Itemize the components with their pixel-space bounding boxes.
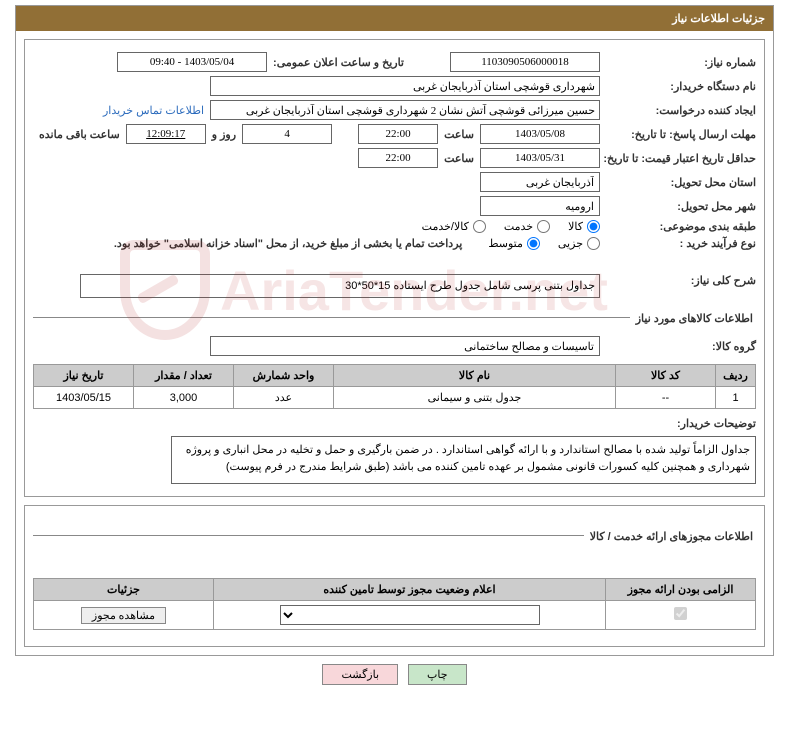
license-table: الزامی بودن ارائه مجوز اعلام وضعیت مجوز …	[33, 578, 756, 630]
td-date: 1403/05/15	[34, 387, 134, 409]
lbl-buyer-org: نام دستگاه خریدار:	[606, 80, 756, 93]
th-name: نام کالا	[334, 365, 616, 387]
lbl-validity: حداقل تاریخ اعتبار قیمت: تا تاریخ:	[606, 152, 756, 165]
lbl-announce-dt: تاریخ و ساعت اعلان عمومی:	[273, 56, 404, 69]
buyer-org-field	[210, 76, 600, 96]
panel-header: جزئیات اطلاعات نیاز	[16, 6, 773, 31]
buyer-contact-link[interactable]: اطلاعات تماس خریدار	[103, 104, 204, 117]
td-name: جدول بتنی و سیمانی	[334, 387, 616, 409]
province-field	[480, 172, 600, 192]
city-field	[480, 196, 600, 216]
row-buyer-notes: توضیحات خریدار: جداول الزاماً تولید شده …	[33, 417, 756, 484]
lbl-remaining: ساعت باقی مانده	[39, 128, 120, 141]
view-license-button[interactable]: مشاهده مجوز	[81, 607, 166, 624]
lbl-deadline: مهلت ارسال پاسخ: تا تاریخ:	[606, 128, 756, 141]
license-row: مشاهده مجوز	[34, 601, 756, 630]
row-desc: شرح کلی نیاز: جداول بتنی پرسی شامل جدول …	[33, 274, 756, 298]
validity-date-field	[480, 148, 600, 168]
details-box: شماره نیاز: تاریخ و ساعت اعلان عمومی: نا…	[24, 39, 765, 497]
reply-date-field	[480, 124, 600, 144]
lbl-license-info: اطلاعات مجوزهای ارائه خدمت / کالا	[590, 530, 756, 543]
lbl-days-and: روز و	[212, 128, 236, 141]
validity-time-field	[358, 148, 438, 168]
td-status	[214, 601, 606, 630]
td-code: --	[616, 387, 716, 409]
buyer-notes-field: جداول الزاماً تولید شده با مصالح استاندا…	[171, 436, 756, 484]
th-date: تاریخ نیاز	[34, 365, 134, 387]
goods-table-wrap: ردیف کد کالا نام کالا واحد شمارش تعداد /…	[33, 364, 756, 409]
lbl-general-desc: شرح کلی نیاز:	[606, 274, 756, 287]
button-row: چاپ بازگشت	[0, 664, 789, 685]
radio-medium[interactable]	[527, 237, 540, 250]
td-unit: عدد	[234, 387, 334, 409]
lbl-buyer-notes: توضیحات خریدار:	[606, 417, 756, 430]
lbl-goods-group: گروه کالا:	[606, 340, 756, 353]
lbl-request-no: شماره نیاز:	[606, 56, 756, 69]
lbl-hour-1: ساعت	[444, 128, 474, 141]
lbl-city: شهر محل تحویل:	[606, 200, 756, 213]
goods-table: ردیف کد کالا نام کالا واحد شمارش تعداد /…	[33, 364, 756, 409]
th-unit: واحد شمارش	[234, 365, 334, 387]
row-process: نوع فرآیند خرید : جزیی متوسط پرداخت تمام…	[33, 237, 756, 250]
section-goods-info: اطلاعات کالاهای مورد نیاز	[33, 306, 756, 328]
section-license: اطلاعات مجوزهای ارائه خدمت / کالا	[33, 524, 756, 546]
lbl-process: نوع فرآیند خرید :	[606, 237, 756, 250]
lbl-goods-info: اطلاعات کالاهای مورد نیاز	[636, 312, 756, 325]
request-no-field	[450, 52, 600, 72]
row-creator: ایجاد کننده درخواست: اطلاعات تماس خریدار	[33, 100, 756, 120]
radio-goods[interactable]	[587, 220, 600, 233]
row-goods-group: گروه کالا:	[33, 336, 756, 356]
print-button[interactable]: چاپ	[408, 664, 467, 685]
row-subject: طبقه بندی موضوعی: کالا خدمت کالا/خدمت	[33, 220, 756, 233]
general-desc-field: جداول بتنی پرسی شامل جدول طرح ایستاده 15…	[80, 274, 600, 298]
status-select[interactable]	[280, 605, 540, 625]
th-status: اعلام وضعیت مجوز توسط تامین کننده	[214, 579, 606, 601]
row-city: شهر محل تحویل:	[33, 196, 756, 216]
countdown-field	[126, 124, 206, 144]
lbl-province: استان محل تحویل:	[606, 176, 756, 189]
th-details: جزئیات	[34, 579, 214, 601]
td-row: 1	[716, 387, 756, 409]
lbl-radio-goods: کالا	[568, 220, 583, 233]
th-mandatory: الزامی بودن ارائه مجوز	[606, 579, 756, 601]
td-details: مشاهده مجوز	[34, 601, 214, 630]
treasury-note: پرداخت تمام یا بخشی از مبلغ خرید، از محل…	[114, 237, 462, 250]
goods-group-field	[210, 336, 600, 356]
lbl-radio-gs: کالا/خدمت	[422, 220, 469, 233]
radio-goods-service[interactable]	[473, 220, 486, 233]
th-code: کد کالا	[616, 365, 716, 387]
announce-dt-field	[117, 52, 267, 72]
lbl-hour-2: ساعت	[444, 152, 474, 165]
reply-time-field	[358, 124, 438, 144]
radio-service[interactable]	[537, 220, 550, 233]
main-box: جزئیات اطلاعات نیاز شماره نیاز: تاریخ و …	[15, 5, 774, 656]
row-province: استان محل تحویل:	[33, 172, 756, 192]
lbl-radio-medium: متوسط	[488, 237, 523, 250]
back-button[interactable]: بازگشت	[322, 664, 398, 685]
lbl-radio-service: خدمت	[504, 220, 533, 233]
row-buyer-org: نام دستگاه خریدار:	[33, 76, 756, 96]
creator-field	[210, 100, 600, 120]
table-row: 1 -- جدول بتنی و سیمانی عدد 3,000 1403/0…	[34, 387, 756, 409]
row-request-no: شماره نیاز: تاریخ و ساعت اعلان عمومی:	[33, 52, 756, 72]
radio-partial[interactable]	[587, 237, 600, 250]
lbl-subject-class: طبقه بندی موضوعی:	[606, 220, 756, 233]
lbl-creator: ایجاد کننده درخواست:	[606, 104, 756, 117]
th-qty: تعداد / مقدار	[134, 365, 234, 387]
th-row: ردیف	[716, 365, 756, 387]
lbl-radio-partial: جزیی	[558, 237, 583, 250]
days-remain-field	[242, 124, 332, 144]
row-deadline: مهلت ارسال پاسخ: تا تاریخ: ساعت روز و سا…	[33, 124, 756, 144]
license-box: اطلاعات مجوزهای ارائه خدمت / کالا الزامی…	[24, 505, 765, 647]
td-qty: 3,000	[134, 387, 234, 409]
td-mandatory	[606, 601, 756, 630]
mandatory-checkbox	[674, 607, 687, 620]
row-validity: حداقل تاریخ اعتبار قیمت: تا تاریخ: ساعت	[33, 148, 756, 168]
